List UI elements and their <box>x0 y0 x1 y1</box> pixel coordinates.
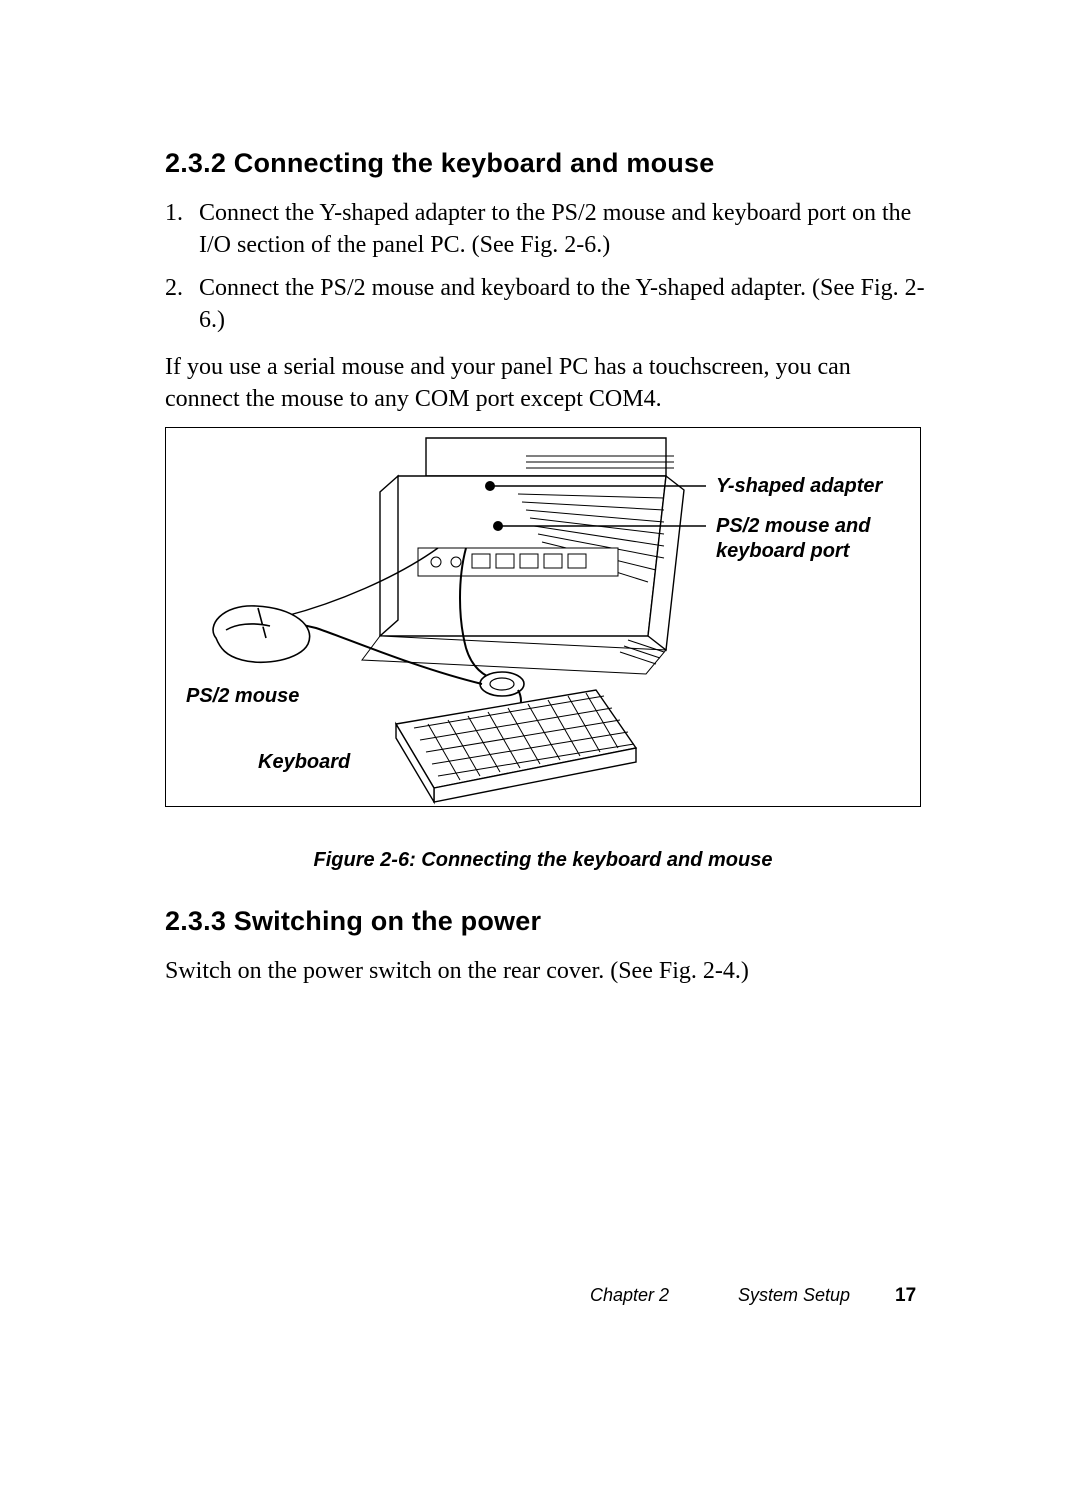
callout-keyboard: Keyboard <box>258 750 350 775</box>
step-text: Connect the PS/2 mouse and keyboard to t… <box>199 272 925 337</box>
step-2: 2. Connect the PS/2 mouse and keyboard t… <box>165 272 925 337</box>
section-heading-233: 2.3.3 Switching on the power <box>165 906 925 937</box>
section2-body: Switch on the power switch on the rear c… <box>165 955 925 987</box>
page-content: 2.3.2 Connecting the keyboard and mouse … <box>165 148 925 1000</box>
step-text: Connect the Y-shaped adapter to the PS/2… <box>199 197 925 262</box>
step-number: 1. <box>165 197 199 262</box>
callout-port-line2: keyboard port <box>716 540 849 562</box>
footer-page-number: 17 <box>895 1285 916 1307</box>
callout-mouse: PS/2 mouse <box>186 684 299 709</box>
note-paragraph: If you use a serial mouse and your panel… <box>165 351 925 416</box>
step-1: 1. Connect the Y-shaped adapter to the P… <box>165 197 925 262</box>
diagram-box: Y-shaped adapter PS/2 mouse and keyboard… <box>165 427 921 807</box>
figure-caption: Figure 2-6: Connecting the keyboard and … <box>165 849 921 872</box>
steps-list: 1. Connect the Y-shaped adapter to the P… <box>165 197 925 337</box>
section-heading-232: 2.3.2 Connecting the keyboard and mouse <box>165 148 925 179</box>
footer-title: System Setup <box>738 1285 850 1306</box>
step-number: 2. <box>165 272 199 337</box>
callout-port-line1: PS/2 mouse and <box>716 515 871 537</box>
mouse-drawing <box>213 606 310 662</box>
callout-y-adapter: Y-shaped adapter <box>716 474 882 499</box>
footer-chapter: Chapter 2 <box>590 1285 669 1306</box>
callout-port: PS/2 mouse and keyboard port <box>716 514 871 564</box>
keyboard-drawing <box>396 690 636 802</box>
figure-2-6: Y-shaped adapter PS/2 mouse and keyboard… <box>165 427 921 872</box>
